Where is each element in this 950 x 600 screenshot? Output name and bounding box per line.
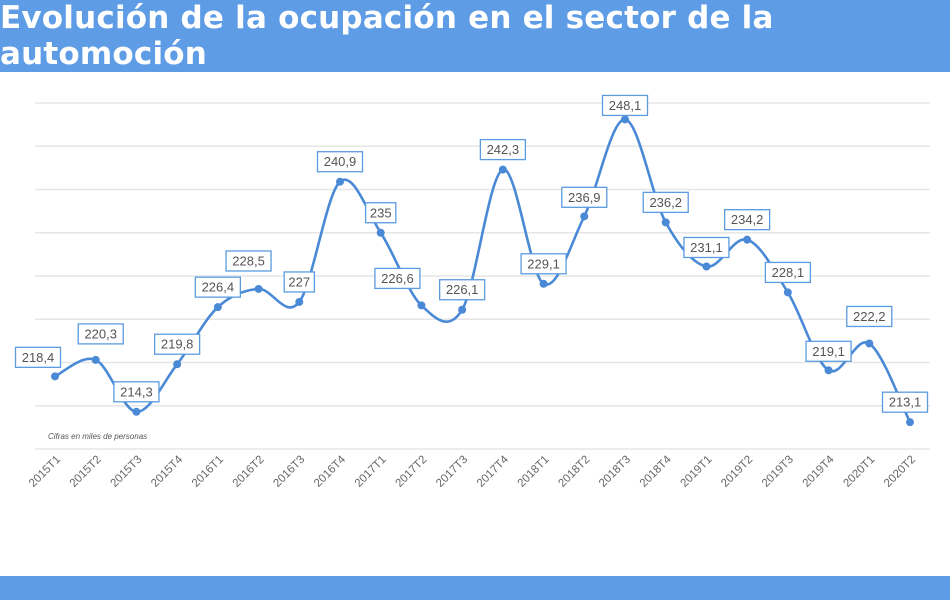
x-tick-label: 2017T3 xyxy=(434,454,470,490)
data-label-box xyxy=(14,346,62,368)
x-tick-label: 2015T3 xyxy=(108,454,144,490)
data-label: 219,1 xyxy=(812,344,845,359)
data-label: 234,2 xyxy=(731,212,764,227)
x-tick-label: 2018T1 xyxy=(516,454,552,490)
data-label: 229,1 xyxy=(527,256,560,271)
data-label-box xyxy=(364,202,397,224)
x-tick-label: 2019T1 xyxy=(678,454,714,490)
data-label: 236,2 xyxy=(649,195,682,210)
data-label: 235 xyxy=(370,205,392,220)
data-label: 214,3 xyxy=(120,384,153,399)
data-label: 236,9 xyxy=(568,190,601,205)
data-label-box xyxy=(520,253,567,275)
footer-banner xyxy=(0,576,950,600)
data-point xyxy=(783,288,792,297)
data-point xyxy=(213,303,222,312)
data-label-box xyxy=(77,323,124,345)
chart-note: Cifras en miles de personas xyxy=(48,432,147,441)
x-tick-label: 2019T3 xyxy=(760,454,796,490)
data-label: 228,5 xyxy=(232,253,265,268)
data-point xyxy=(132,407,141,416)
data-label-box xyxy=(438,279,486,301)
data-label: 240,9 xyxy=(324,154,357,169)
data-label-box xyxy=(846,305,893,328)
x-tick-label: 2018T4 xyxy=(638,453,674,489)
data-label-box xyxy=(881,391,929,413)
x-tick-label: 2016T1 xyxy=(190,454,226,490)
data-label-box xyxy=(764,261,812,284)
x-tick-label: 2017T2 xyxy=(393,454,429,490)
x-tick-label: 2016T3 xyxy=(271,454,307,490)
x-tick-label: 2015T4 xyxy=(149,453,185,489)
data-label-box xyxy=(374,267,421,290)
data-point xyxy=(539,279,548,288)
data-label: 226,6 xyxy=(381,271,414,286)
line-chart: Cifras en miles de personas 218,4 2015T1 22… xyxy=(14,94,930,490)
data-point xyxy=(417,301,426,310)
data-point xyxy=(824,366,833,375)
data-label: 213,1 xyxy=(889,395,922,410)
x-tick-label: 2016T2 xyxy=(231,454,267,490)
data-label-box xyxy=(194,276,242,298)
x-tick-label: 2015T1 xyxy=(27,454,63,490)
data-point xyxy=(743,235,752,244)
data-point xyxy=(702,262,711,271)
x-tick-label: 2017T4 xyxy=(475,453,511,489)
x-tick-label: 2016T4 xyxy=(312,453,348,489)
data-label-box xyxy=(283,271,316,293)
data-point xyxy=(173,360,182,369)
data-label: 218,4 xyxy=(22,350,55,365)
data-label-box xyxy=(479,138,527,161)
data-point xyxy=(906,418,914,427)
data-point xyxy=(865,339,874,348)
data-point xyxy=(254,284,263,293)
data-label: 219,8 xyxy=(161,337,194,352)
data-point xyxy=(661,218,670,227)
data-label-box xyxy=(642,191,689,214)
x-tick-label: 2019T4 xyxy=(801,453,837,489)
data-point xyxy=(498,165,507,174)
data-label-box xyxy=(805,340,852,362)
series-line xyxy=(54,118,912,423)
data-label: 226,1 xyxy=(446,282,479,297)
data-label-box xyxy=(683,236,730,259)
data-point xyxy=(295,297,304,306)
data-label: 227 xyxy=(288,274,310,289)
data-label-box xyxy=(316,151,364,173)
data-label: 228,1 xyxy=(772,265,805,280)
data-label: 226,4 xyxy=(202,280,235,295)
data-label-box xyxy=(225,250,272,272)
data-label-box xyxy=(113,381,160,403)
data-point xyxy=(580,212,589,221)
data-point xyxy=(376,228,385,237)
x-tick-label: 2020T1 xyxy=(841,454,877,490)
chart-title-banner: Evolución de la ocupación en el sector d… xyxy=(0,0,950,72)
data-point xyxy=(458,305,467,314)
data-label-box xyxy=(561,186,608,208)
chart-title: Evolución de la ocupación en el sector d… xyxy=(0,0,774,72)
data-label-box xyxy=(601,94,649,117)
data-point xyxy=(336,177,344,186)
data-label-box xyxy=(723,209,771,231)
data-point xyxy=(621,115,629,124)
data-point xyxy=(91,355,100,364)
data-label: 248,1 xyxy=(609,98,642,113)
x-tick-label: 2018T2 xyxy=(556,454,592,490)
x-tick-label: 2019T2 xyxy=(719,454,755,490)
x-tick-label: 2015T2 xyxy=(68,454,104,490)
data-point xyxy=(51,372,59,381)
data-label: 222,2 xyxy=(853,309,886,324)
data-label: 231,1 xyxy=(690,240,723,255)
x-tick-label: 2017T1 xyxy=(353,454,389,490)
data-label-box xyxy=(153,333,201,355)
data-label: 220,3 xyxy=(84,326,117,341)
x-tick-label: 2020T2 xyxy=(882,454,918,490)
data-label: 242,3 xyxy=(487,142,520,157)
x-tick-label: 2018T3 xyxy=(597,454,633,490)
